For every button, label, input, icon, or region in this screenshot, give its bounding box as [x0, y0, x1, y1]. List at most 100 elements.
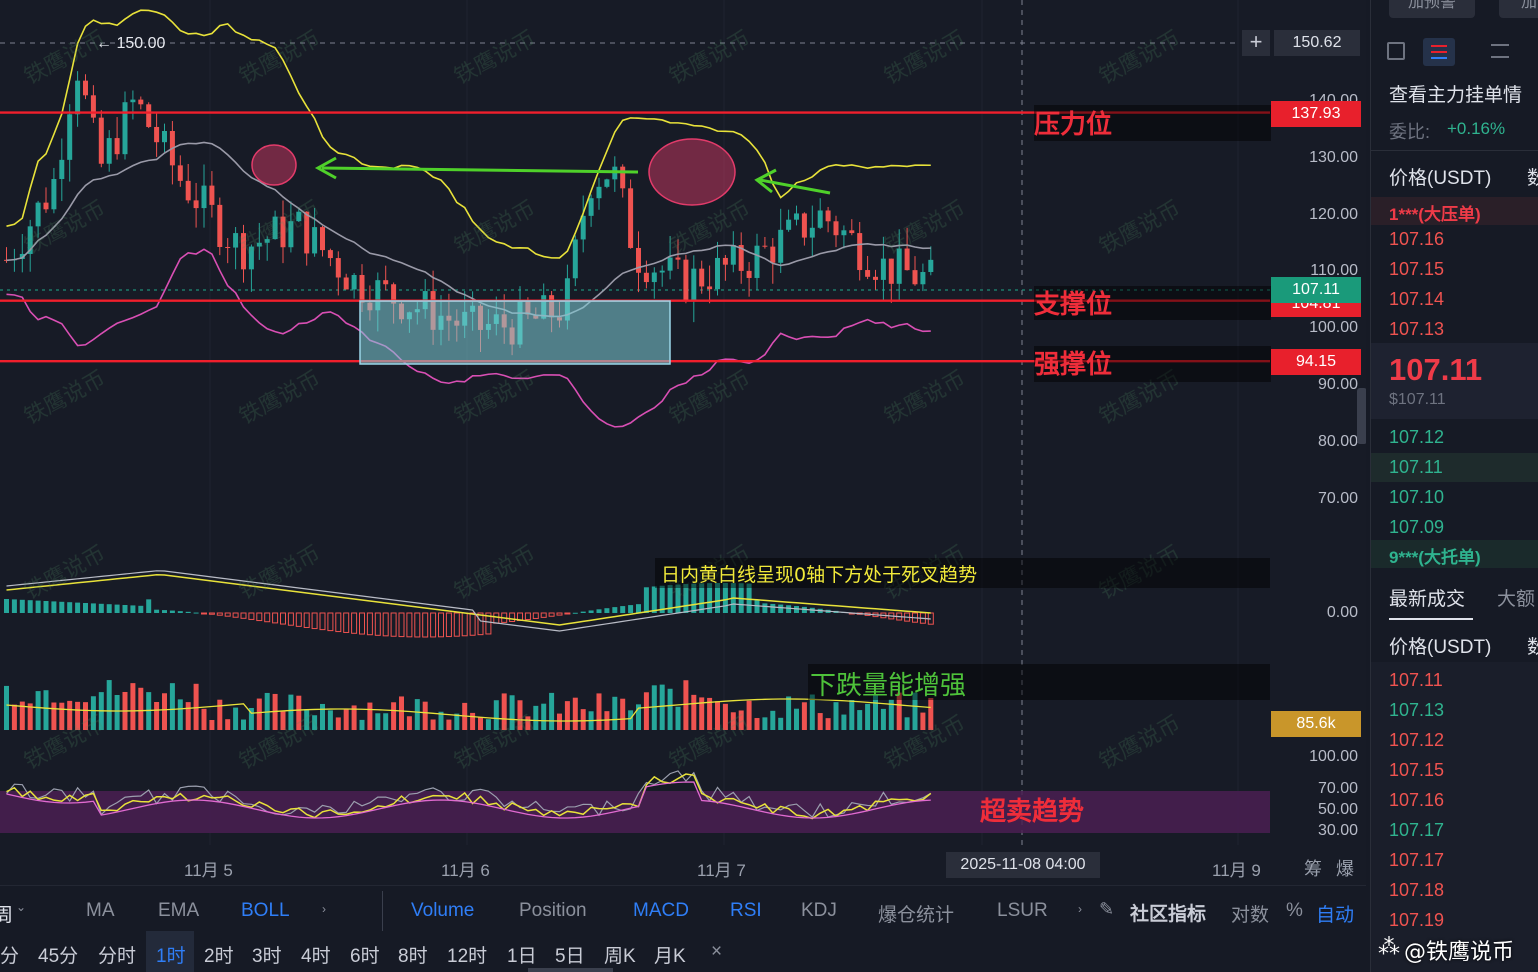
interval-item[interactable]: 月K: [654, 946, 686, 967]
indicator-lsur[interactable]: LSUR: [997, 900, 1048, 921]
trade-price: 107.18: [1389, 880, 1445, 900]
liquidation-button[interactable]: 爆: [1336, 859, 1354, 879]
ask-price[interactable]: 107.15: [1389, 259, 1445, 279]
add-button[interactable]: 加: [1499, 0, 1538, 18]
ask-price[interactable]: 107.16: [1389, 229, 1445, 249]
large-trades-tab[interactable]: 大额: [1497, 589, 1536, 610]
interval-item[interactable]: 6时: [350, 946, 380, 967]
indicator-boll[interactable]: BOLL: [241, 900, 290, 921]
volume-bar: [620, 698, 626, 730]
interval-item[interactable]: 5日: [555, 946, 585, 967]
orderbook-view-split-icon[interactable]: [1423, 38, 1455, 66]
macd-bar: [185, 611, 191, 613]
orderbook-view-list-icon[interactable]: [1491, 44, 1509, 58]
indicator-macd[interactable]: MACD: [633, 900, 689, 921]
chevron-down-icon[interactable]: ⌄: [16, 900, 27, 914]
indicator-liquidation[interactable]: 爆仓统计: [878, 905, 955, 926]
auto-scale-toggle[interactable]: 自动: [1316, 905, 1355, 926]
indicator-ma[interactable]: MA: [86, 900, 115, 921]
resistance-band: [1034, 105, 1271, 141]
panel-collapse-handle[interactable]: [1357, 388, 1366, 444]
interval-item[interactable]: 2时: [204, 946, 234, 967]
volume-bar: [454, 713, 460, 730]
percent-scale-toggle[interactable]: %: [1286, 900, 1303, 921]
chart-area[interactable]: 铁鹰说币 铁鹰说币 铁鹰说币 铁鹰说币 铁鹰说币 铁鹰说币 铁鹰说币 铁鹰说币 …: [0, 0, 1366, 885]
bid-price[interactable]: 107.10: [1389, 487, 1445, 507]
interval-item[interactable]: 分: [0, 946, 20, 967]
macd-bar: [667, 585, 673, 613]
volume-bar: [801, 702, 807, 730]
price-chart[interactable]: [0, 0, 1366, 885]
candle-body: [59, 159, 65, 180]
strong-support-label: 强撑位: [1034, 350, 1113, 380]
macd-bar: [643, 587, 649, 613]
candle-body: [122, 102, 128, 155]
add-alert-button[interactable]: 加预警: [1389, 0, 1475, 18]
candle-body: [201, 185, 207, 209]
chevron-right-icon[interactable]: ›: [1078, 902, 1082, 916]
volume-bar: [817, 713, 823, 730]
indicator-volume[interactable]: Volume: [411, 900, 475, 921]
volume-bar: [59, 702, 65, 730]
candle-body: [754, 245, 760, 278]
volume-bar: [280, 711, 286, 730]
chips-button[interactable]: 筹: [1304, 859, 1322, 879]
volume-bar: [217, 699, 223, 730]
macd-bar: [477, 612, 484, 636]
candle-body: [651, 272, 657, 283]
macd-bar: [90, 603, 96, 613]
indicator-rsi[interactable]: RSI: [730, 900, 762, 921]
edit-icon[interactable]: ✎: [1099, 899, 1115, 919]
candle-body: [241, 233, 246, 270]
candle-body: [841, 230, 847, 236]
candle-body: [320, 227, 325, 251]
interval-item[interactable]: 8时: [398, 946, 428, 967]
interval-item-active[interactable]: 1时: [156, 946, 186, 967]
community-indicators[interactable]: 社区指标: [1130, 904, 1207, 925]
ask-price[interactable]: 107.14: [1389, 289, 1445, 309]
candle-body: [865, 270, 871, 277]
interval-item[interactable]: 4时: [301, 946, 331, 967]
candle-body: [225, 247, 231, 249]
close-icon[interactable]: ×: [711, 941, 723, 962]
rsi-line-yellow: [6, 773, 932, 820]
crosshair-price: 150.62: [1274, 30, 1360, 56]
orderbook-panel: 加预警 加 查看主力挂单情 委比: +0.16% 价格(USDT) 数 1***…: [1370, 0, 1538, 972]
candle-body: [794, 213, 799, 220]
interval-item[interactable]: 3时: [252, 946, 282, 967]
orderbook-title[interactable]: 查看主力挂单情: [1389, 85, 1523, 106]
toolbar-first-item[interactable]: 周: [0, 905, 14, 926]
bid-price[interactable]: 107.11: [1389, 457, 1443, 477]
bid-price[interactable]: 107.09: [1389, 517, 1445, 537]
orderbook-view-both-icon[interactable]: [1387, 42, 1405, 60]
chevron-right-icon[interactable]: ›: [322, 902, 326, 916]
candle-body: [19, 253, 25, 259]
indicator-kdj[interactable]: KDJ: [801, 900, 837, 921]
volume-tag: 85.6k: [1271, 711, 1361, 737]
candle-body: [857, 233, 863, 271]
candle-body: [351, 274, 357, 290]
macd-bar: [398, 612, 405, 638]
macd-dea-line: [6, 570, 931, 632]
interval-item[interactable]: 分时: [98, 946, 137, 967]
indicator-position[interactable]: Position: [519, 900, 587, 921]
latest-trades-tab[interactable]: 最新成交: [1389, 589, 1466, 610]
volume-bar: [715, 701, 720, 730]
volume-bar: [485, 719, 491, 730]
volume-bar: [754, 718, 760, 730]
trade-price: 107.16: [1389, 790, 1445, 810]
macd-bar: [414, 612, 421, 638]
interval-item[interactable]: 周K: [604, 946, 636, 967]
indicator-ema[interactable]: EMA: [158, 900, 200, 921]
log-scale-toggle[interactable]: 对数: [1231, 905, 1270, 926]
interval-item[interactable]: 12时: [447, 946, 488, 967]
candle-body: [849, 230, 855, 234]
interval-item[interactable]: 45分: [38, 946, 79, 967]
volume-bar: [225, 719, 231, 730]
macd-bar: [461, 612, 468, 637]
crosshair-plus-icon[interactable]: +: [1242, 30, 1270, 56]
interval-item[interactable]: 1日: [507, 946, 537, 967]
ask-price[interactable]: 107.13: [1389, 319, 1445, 339]
volume-bar: [557, 713, 562, 730]
bid-price[interactable]: 107.12: [1389, 427, 1445, 447]
